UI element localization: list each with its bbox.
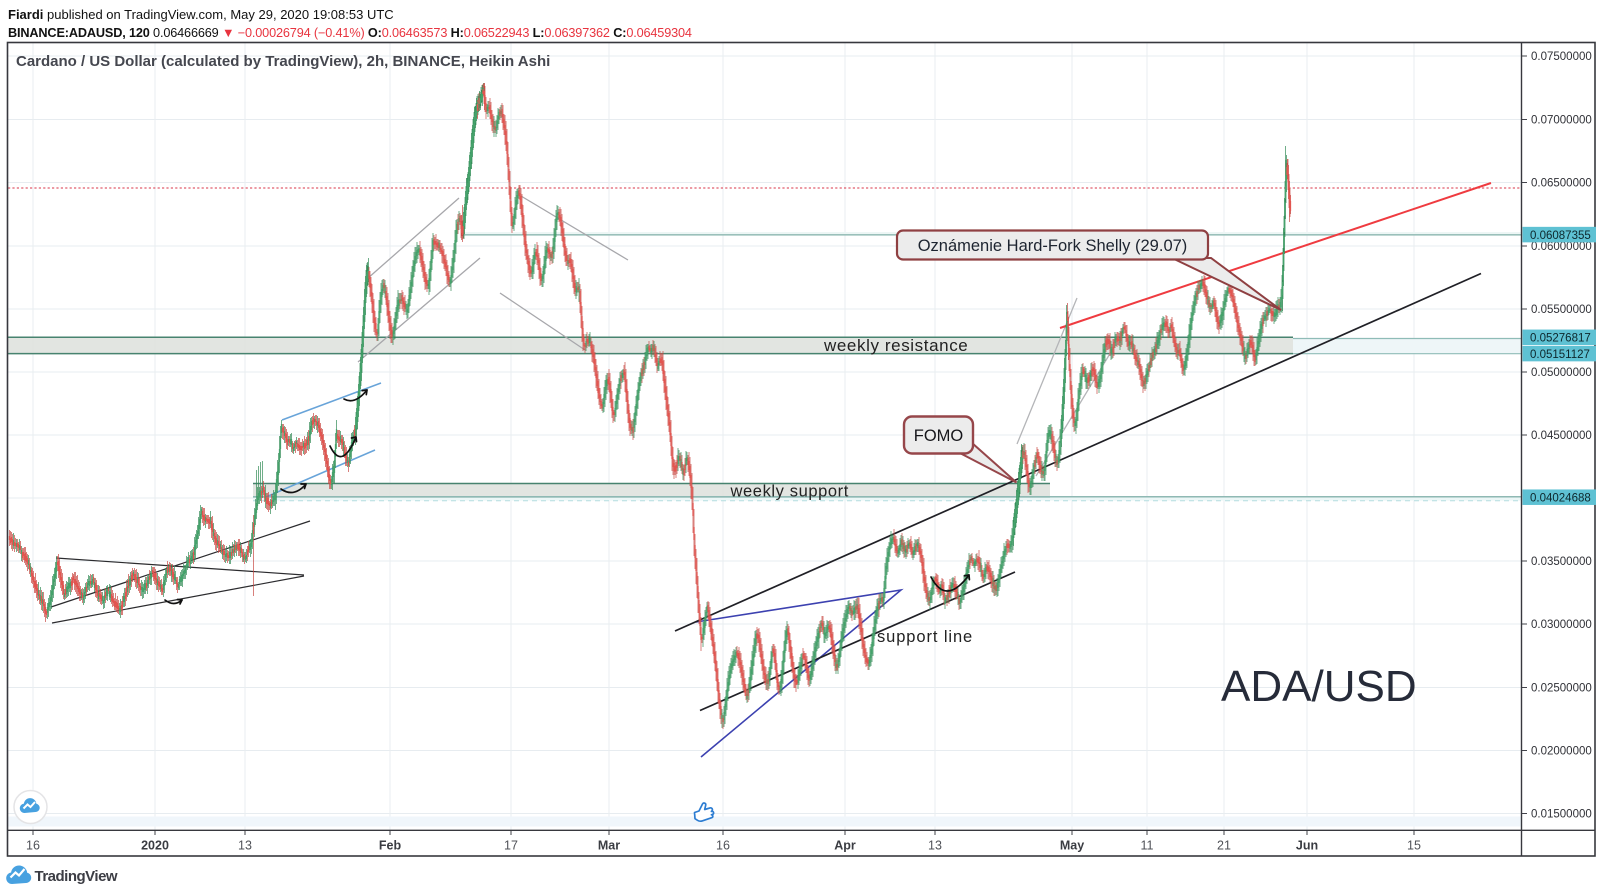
- svg-text:FOMO: FOMO: [914, 427, 964, 445]
- svg-text:0.03000000: 0.03000000: [1531, 619, 1592, 631]
- svg-text:0.02000000: 0.02000000: [1531, 746, 1592, 758]
- svg-text:15: 15: [1407, 839, 1421, 853]
- svg-text:0.05276817: 0.05276817: [1530, 333, 1591, 345]
- svg-text:weekly resistance: weekly resistance: [823, 336, 968, 355]
- svg-text:0.06087355: 0.06087355: [1530, 230, 1591, 242]
- svg-text:Cardano / US Dollar (calculate: Cardano / US Dollar (calculated by Tradi…: [16, 53, 550, 70]
- svg-text:0.02500000: 0.02500000: [1531, 683, 1592, 695]
- svg-text:BINANCE:ADAUSD, 120 0.0646666: BINANCE:ADAUSD, 120 0.06466669 ▼ −0.0002…: [8, 26, 692, 40]
- svg-text:support line: support line: [877, 628, 973, 646]
- svg-text:0.05151127: 0.05151127: [1530, 349, 1590, 361]
- svg-text:Fiardi published on TradingVie: Fiardi published on TradingView.com, May…: [8, 7, 394, 22]
- svg-text:2020: 2020: [141, 839, 169, 853]
- svg-text:0.06500000: 0.06500000: [1531, 178, 1592, 190]
- svg-text:0.01500000: 0.01500000: [1531, 809, 1592, 821]
- svg-text:13: 13: [928, 839, 942, 853]
- svg-text:Jun: Jun: [1296, 839, 1318, 853]
- svg-text:0.07500000: 0.07500000: [1531, 51, 1592, 63]
- svg-text:ADA/USD: ADA/USD: [1221, 662, 1417, 711]
- svg-text:0.06000000: 0.06000000: [1531, 241, 1592, 253]
- svg-text:0.05000000: 0.05000000: [1531, 367, 1592, 379]
- svg-text:0.04024688: 0.04024688: [1530, 492, 1591, 504]
- svg-text:Oznámenie Hard-Fork Shelly (29: Oznámenie Hard-Fork Shelly (29.07): [918, 237, 1188, 255]
- svg-text:16: 16: [26, 839, 40, 853]
- svg-text:May: May: [1060, 839, 1084, 853]
- svg-text:17: 17: [504, 839, 518, 853]
- svg-text:TradingView: TradingView: [35, 868, 118, 885]
- svg-text:0.03500000: 0.03500000: [1531, 556, 1592, 568]
- svg-text:Apr: Apr: [834, 839, 856, 853]
- svg-text:Mar: Mar: [598, 839, 620, 853]
- svg-text:0.07000000: 0.07000000: [1531, 115, 1592, 127]
- svg-text:11: 11: [1141, 839, 1154, 853]
- svg-text:0.05500000: 0.05500000: [1531, 304, 1592, 316]
- svg-text:21: 21: [1217, 839, 1231, 853]
- svg-text:Feb: Feb: [379, 839, 402, 853]
- svg-text:0.04500000: 0.04500000: [1531, 430, 1592, 442]
- svg-text:16: 16: [716, 839, 730, 853]
- svg-text:13: 13: [238, 839, 252, 853]
- svg-text:weekly support: weekly support: [730, 483, 849, 501]
